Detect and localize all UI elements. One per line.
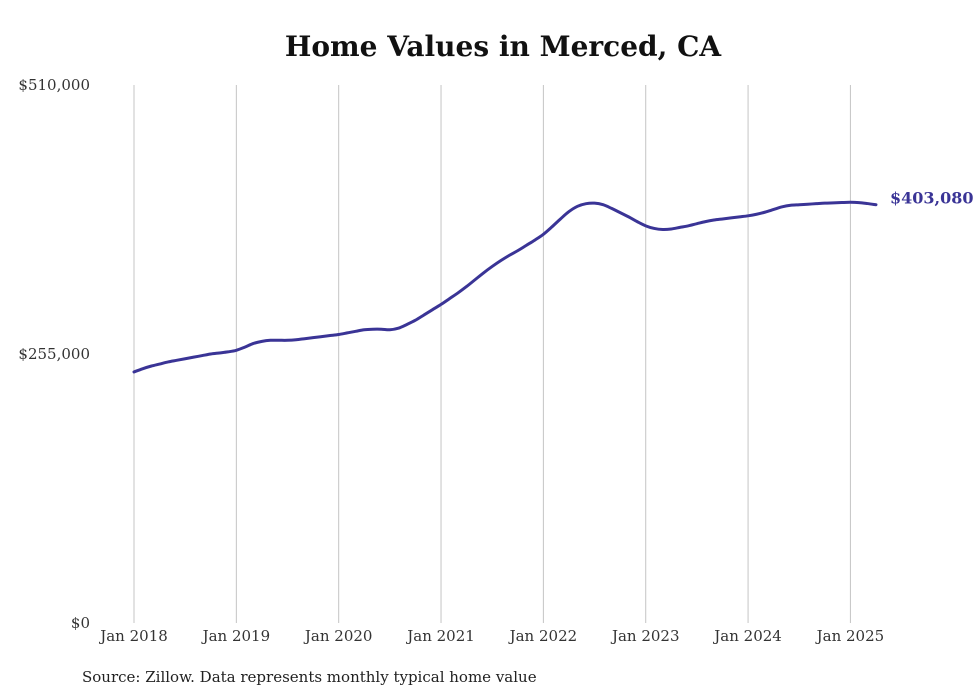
series-layer [132, 200, 878, 374]
x-tick-label: Jan 2019 [201, 627, 271, 645]
x-axis-tick-labels: Jan 2018 Jan 2019 Jan 2020 Jan 2021 Jan 2022… [98, 627, 884, 645]
y-tick-label: $255,000 [18, 345, 90, 363]
x-tick-label: Jan 2024 [712, 627, 782, 645]
series-line [132, 200, 878, 374]
x-tick-label: Jan 2020 [303, 627, 373, 645]
end-label-layer: $403,080 [890, 189, 974, 208]
x-tick-label: Jan 2022 [508, 627, 578, 645]
x-tick-label: Jan 2025 [815, 627, 885, 645]
y-tick-label: $0 [71, 614, 90, 632]
y-tick-label: $510,000 [18, 76, 90, 94]
chart-title: Home Values in Merced, CA [284, 30, 722, 63]
x-tick-label: Jan 2018 [98, 627, 168, 645]
y-axis-tick-labels: $0 $255,000 $510,000 [18, 76, 90, 632]
x-tick-label: Jan 2021 [405, 627, 475, 645]
source-note: Source: Zillow. Data represents monthly … [82, 668, 537, 686]
x-tick-label: Jan 2023 [610, 627, 680, 645]
end-value-label: $403,080 [890, 189, 974, 208]
grid-lines [133, 85, 851, 623]
